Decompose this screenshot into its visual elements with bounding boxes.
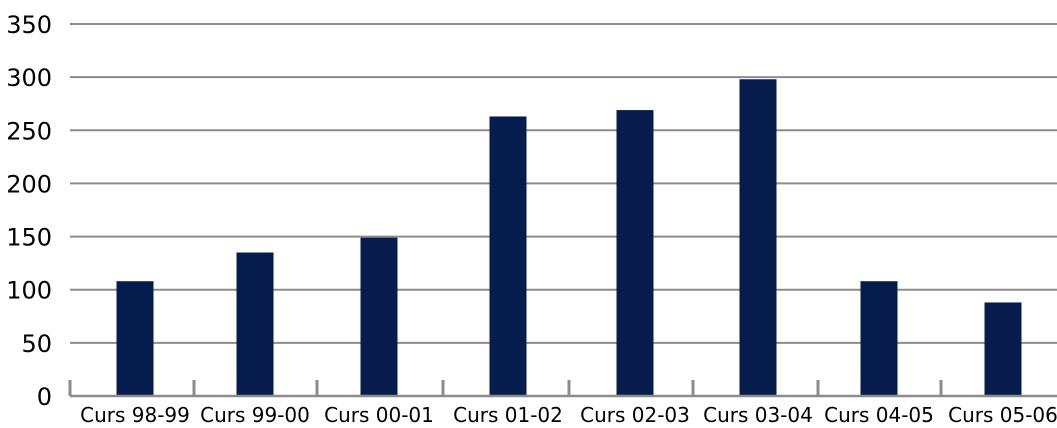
bar-7 bbox=[860, 281, 898, 396]
x-tick-label-3: Curs 00-01 bbox=[324, 403, 434, 427]
y-tick-label-150: 150 bbox=[6, 224, 52, 252]
x-tick-label-1: Curs 98-99 bbox=[80, 403, 190, 427]
gridlines bbox=[70, 23, 1057, 344]
x-axis bbox=[68, 380, 1057, 398]
y-tick-label-50: 50 bbox=[21, 330, 52, 358]
y-tick-label-100: 100 bbox=[6, 277, 52, 305]
bar-1 bbox=[116, 281, 154, 396]
bar-8 bbox=[984, 302, 1022, 396]
y-tick-label-250: 250 bbox=[6, 117, 52, 145]
x-axis-tick-labels: Curs 98-99 Curs 99-00 Curs 00-01 Curs 01-02… bbox=[80, 403, 1057, 427]
y-tick-label-350: 350 bbox=[6, 11, 52, 39]
y-tick-label-300: 300 bbox=[6, 64, 52, 92]
x-tick-label-5: Curs 02-03 bbox=[580, 403, 690, 427]
x-tick-label-8: Curs 05-06 bbox=[948, 403, 1057, 427]
bars bbox=[116, 79, 1022, 397]
bar-4 bbox=[489, 116, 527, 397]
bar-2 bbox=[236, 252, 274, 396]
x-tick-label-2: Curs 99-00 bbox=[200, 403, 310, 427]
bar-5 bbox=[616, 110, 654, 396]
y-tick-label-0: 0 bbox=[37, 383, 52, 411]
bar-6 bbox=[739, 79, 777, 397]
x-tick-label-4: Curs 01-02 bbox=[453, 403, 563, 427]
bar-3 bbox=[360, 237, 398, 396]
x-tick-label-6: Curs 03-04 bbox=[703, 403, 813, 427]
y-tick-label-200: 200 bbox=[6, 170, 52, 198]
x-tick-label-7: Curs 04-05 bbox=[824, 403, 934, 427]
y-axis-tick-labels: 0 50 100 150 200 250 300 350 bbox=[6, 11, 52, 411]
